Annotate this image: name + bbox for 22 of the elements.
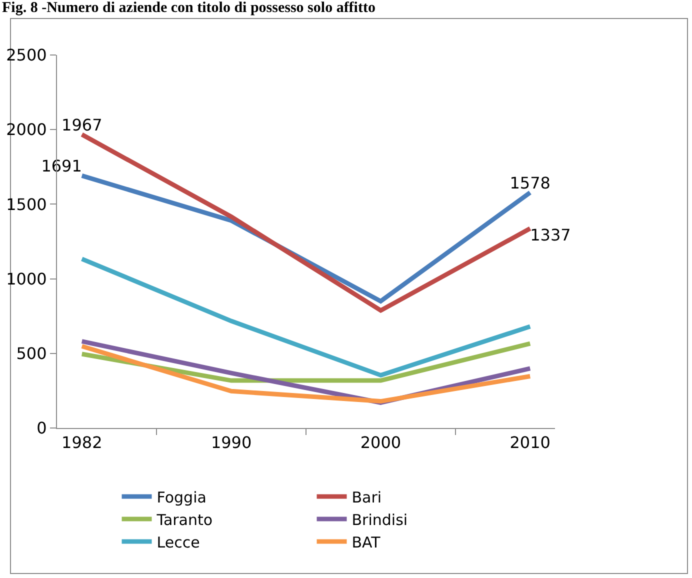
- y-tick-label: 2000: [6, 120, 47, 140]
- legend-label: Taranto: [156, 510, 213, 529]
- data-label: 1691: [41, 156, 82, 176]
- data-label: 1578: [510, 174, 550, 193]
- x-tick-label: 2010: [510, 433, 550, 452]
- data-label: 1967: [62, 116, 102, 135]
- y-tick-label: 1500: [6, 194, 47, 214]
- y-tick-label: 500: [16, 344, 47, 363]
- legend-label: Foggia: [156, 488, 206, 506]
- data-label: 1337: [530, 226, 571, 245]
- line-series: [80, 256, 532, 378]
- x-tick-label: 2000: [360, 433, 402, 452]
- y-tick-label: 2500: [6, 46, 47, 65]
- legend-label: BAT: [352, 533, 382, 552]
- x-tick-label: 1982: [62, 433, 102, 452]
- legend-label: Bari: [352, 488, 382, 506]
- legend-label: Lecce: [156, 533, 200, 552]
- y-tick-label: 1000: [6, 269, 47, 288]
- legend-label: Brindisi: [352, 510, 408, 529]
- y-tick-label: 0: [36, 418, 47, 438]
- x-tick-label: 1990: [210, 433, 252, 452]
- chart-title: Fig. 8 -Numero di aziende con titolo di possesso solo affitto: [2, 0, 376, 17]
